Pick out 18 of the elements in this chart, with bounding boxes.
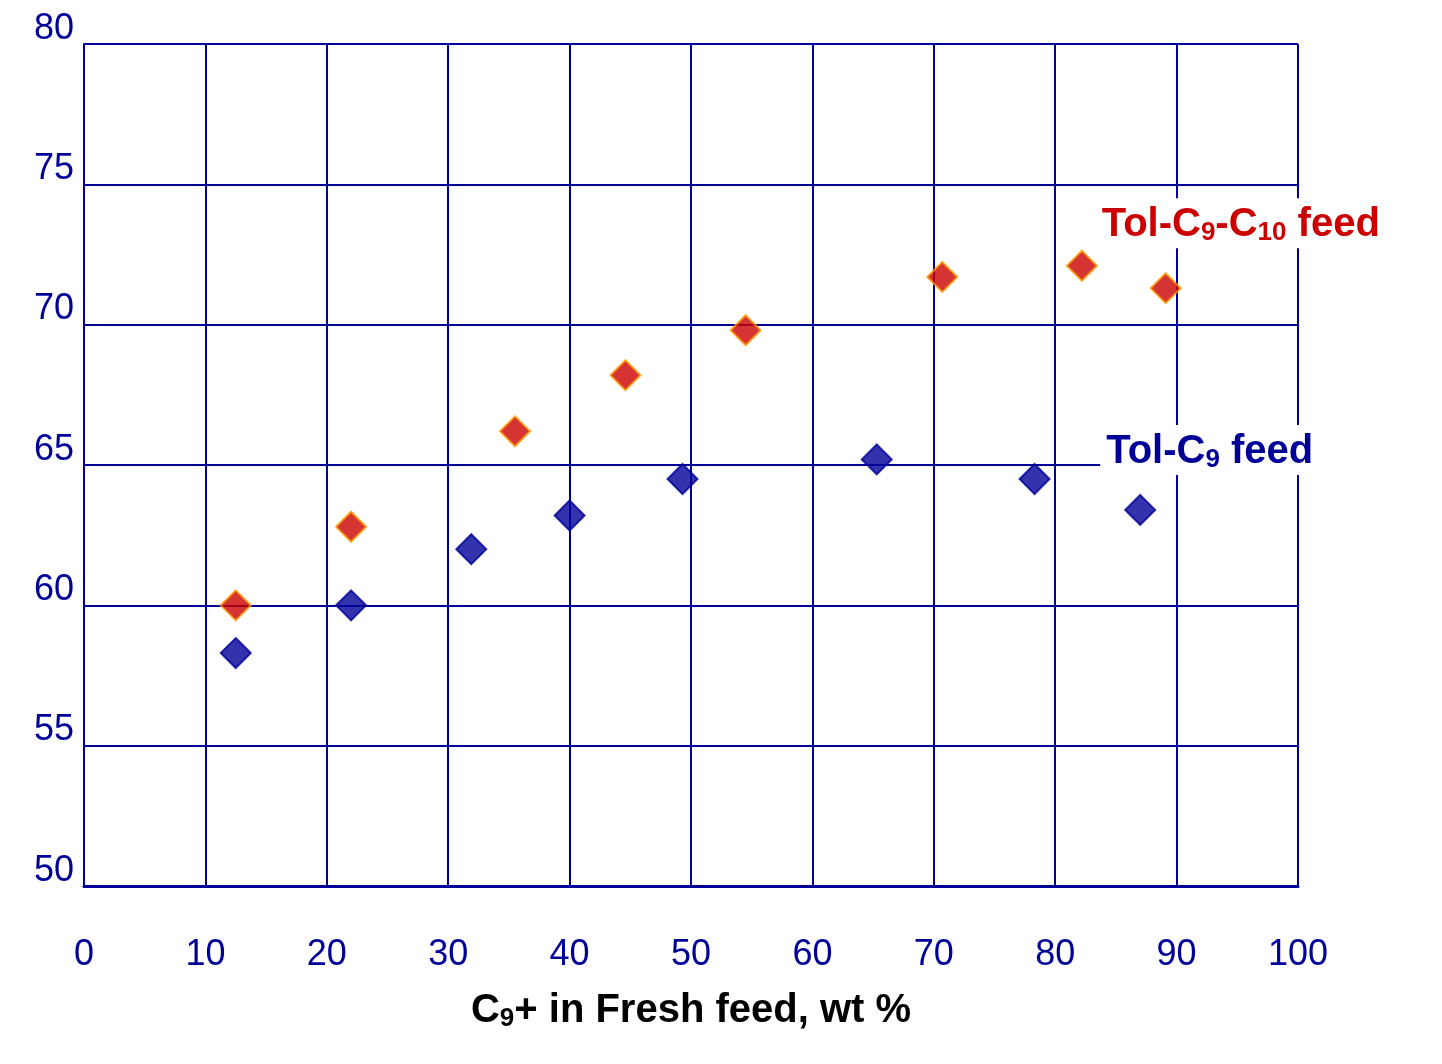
y-tick-label: 55 — [33, 707, 74, 749]
x-tick-label: 80 — [1035, 931, 1076, 973]
x-tick-label: 10 — [185, 931, 226, 973]
y-tick-label: 60 — [33, 566, 74, 608]
y-tick-label: 65 — [33, 426, 74, 468]
y-tick-label: 80 — [33, 5, 74, 47]
x-tick-label: 30 — [428, 931, 469, 973]
x-tick-label: 40 — [549, 931, 590, 973]
x-tick-label: 100 — [1267, 931, 1329, 973]
y-tick-label: 70 — [33, 286, 74, 328]
x-tick-label: 20 — [306, 931, 347, 973]
x-tick-label: 60 — [792, 931, 833, 973]
x-tick-label: 0 — [73, 931, 95, 973]
y-tick-label: 75 — [33, 145, 74, 187]
x-tick-label: 90 — [1156, 931, 1197, 973]
y-tick-label: 50 — [33, 847, 74, 889]
x-tick-label: 50 — [670, 931, 712, 973]
x-tick-label: 70 — [913, 931, 954, 973]
